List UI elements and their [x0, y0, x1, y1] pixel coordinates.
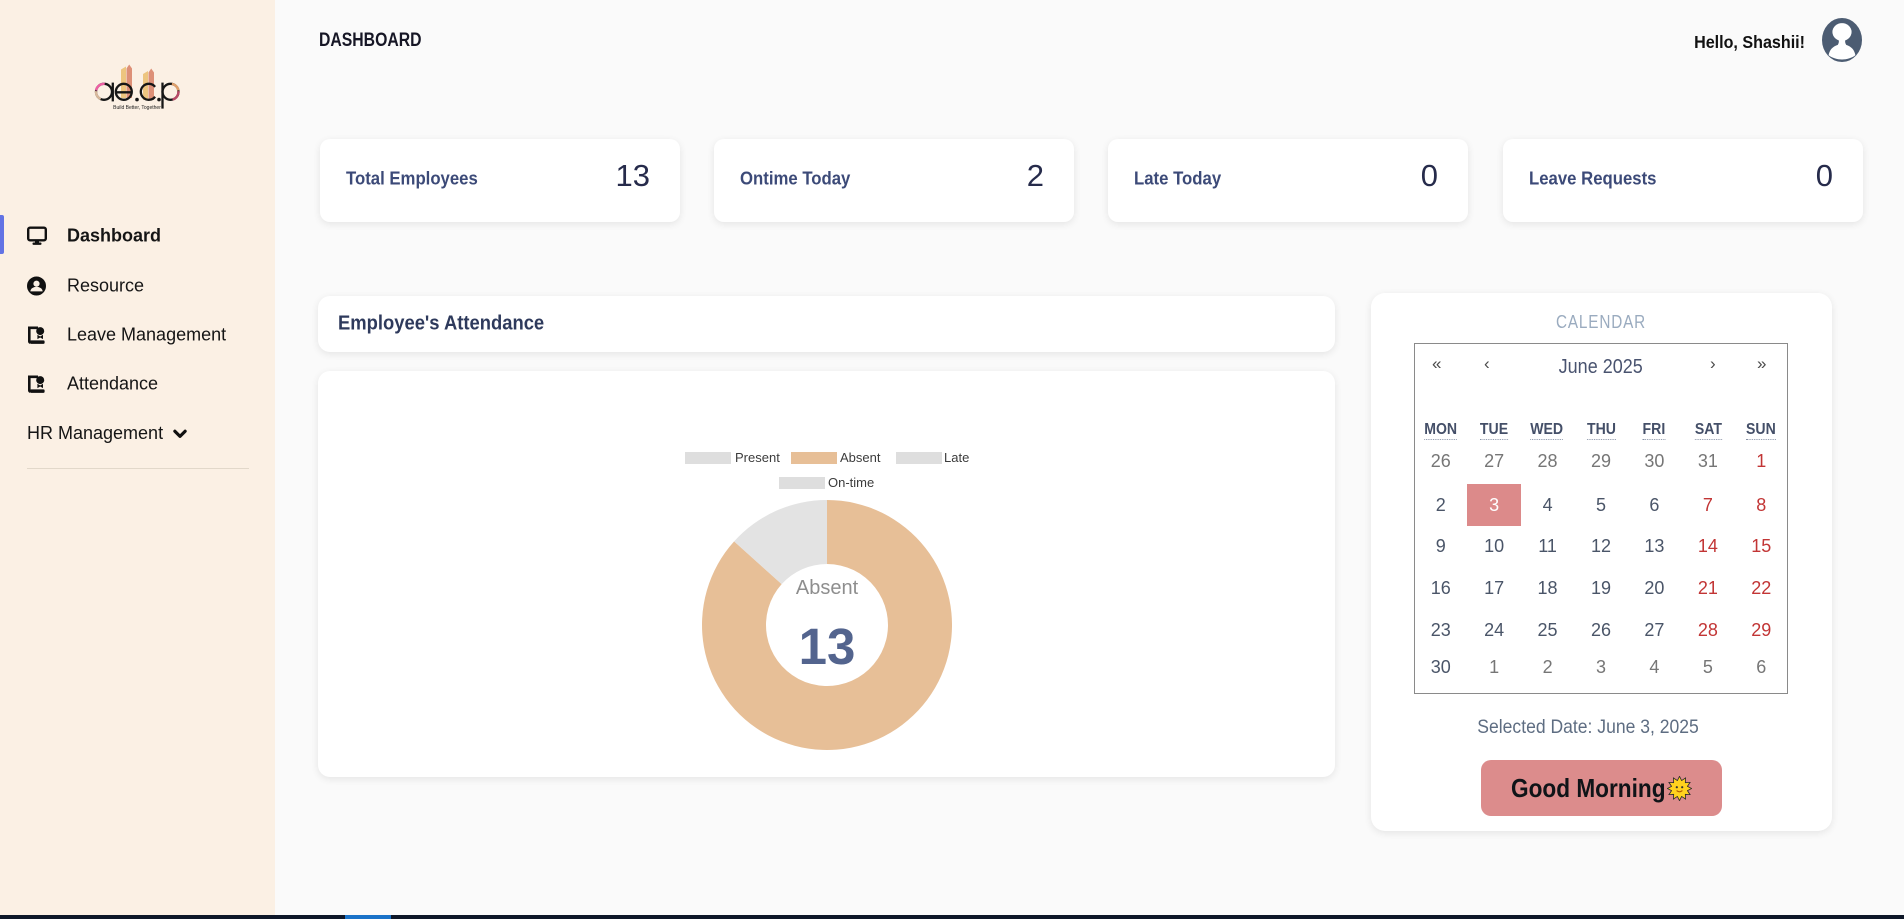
- svg-text:Build Better, Together: Build Better, Together: [113, 105, 161, 111]
